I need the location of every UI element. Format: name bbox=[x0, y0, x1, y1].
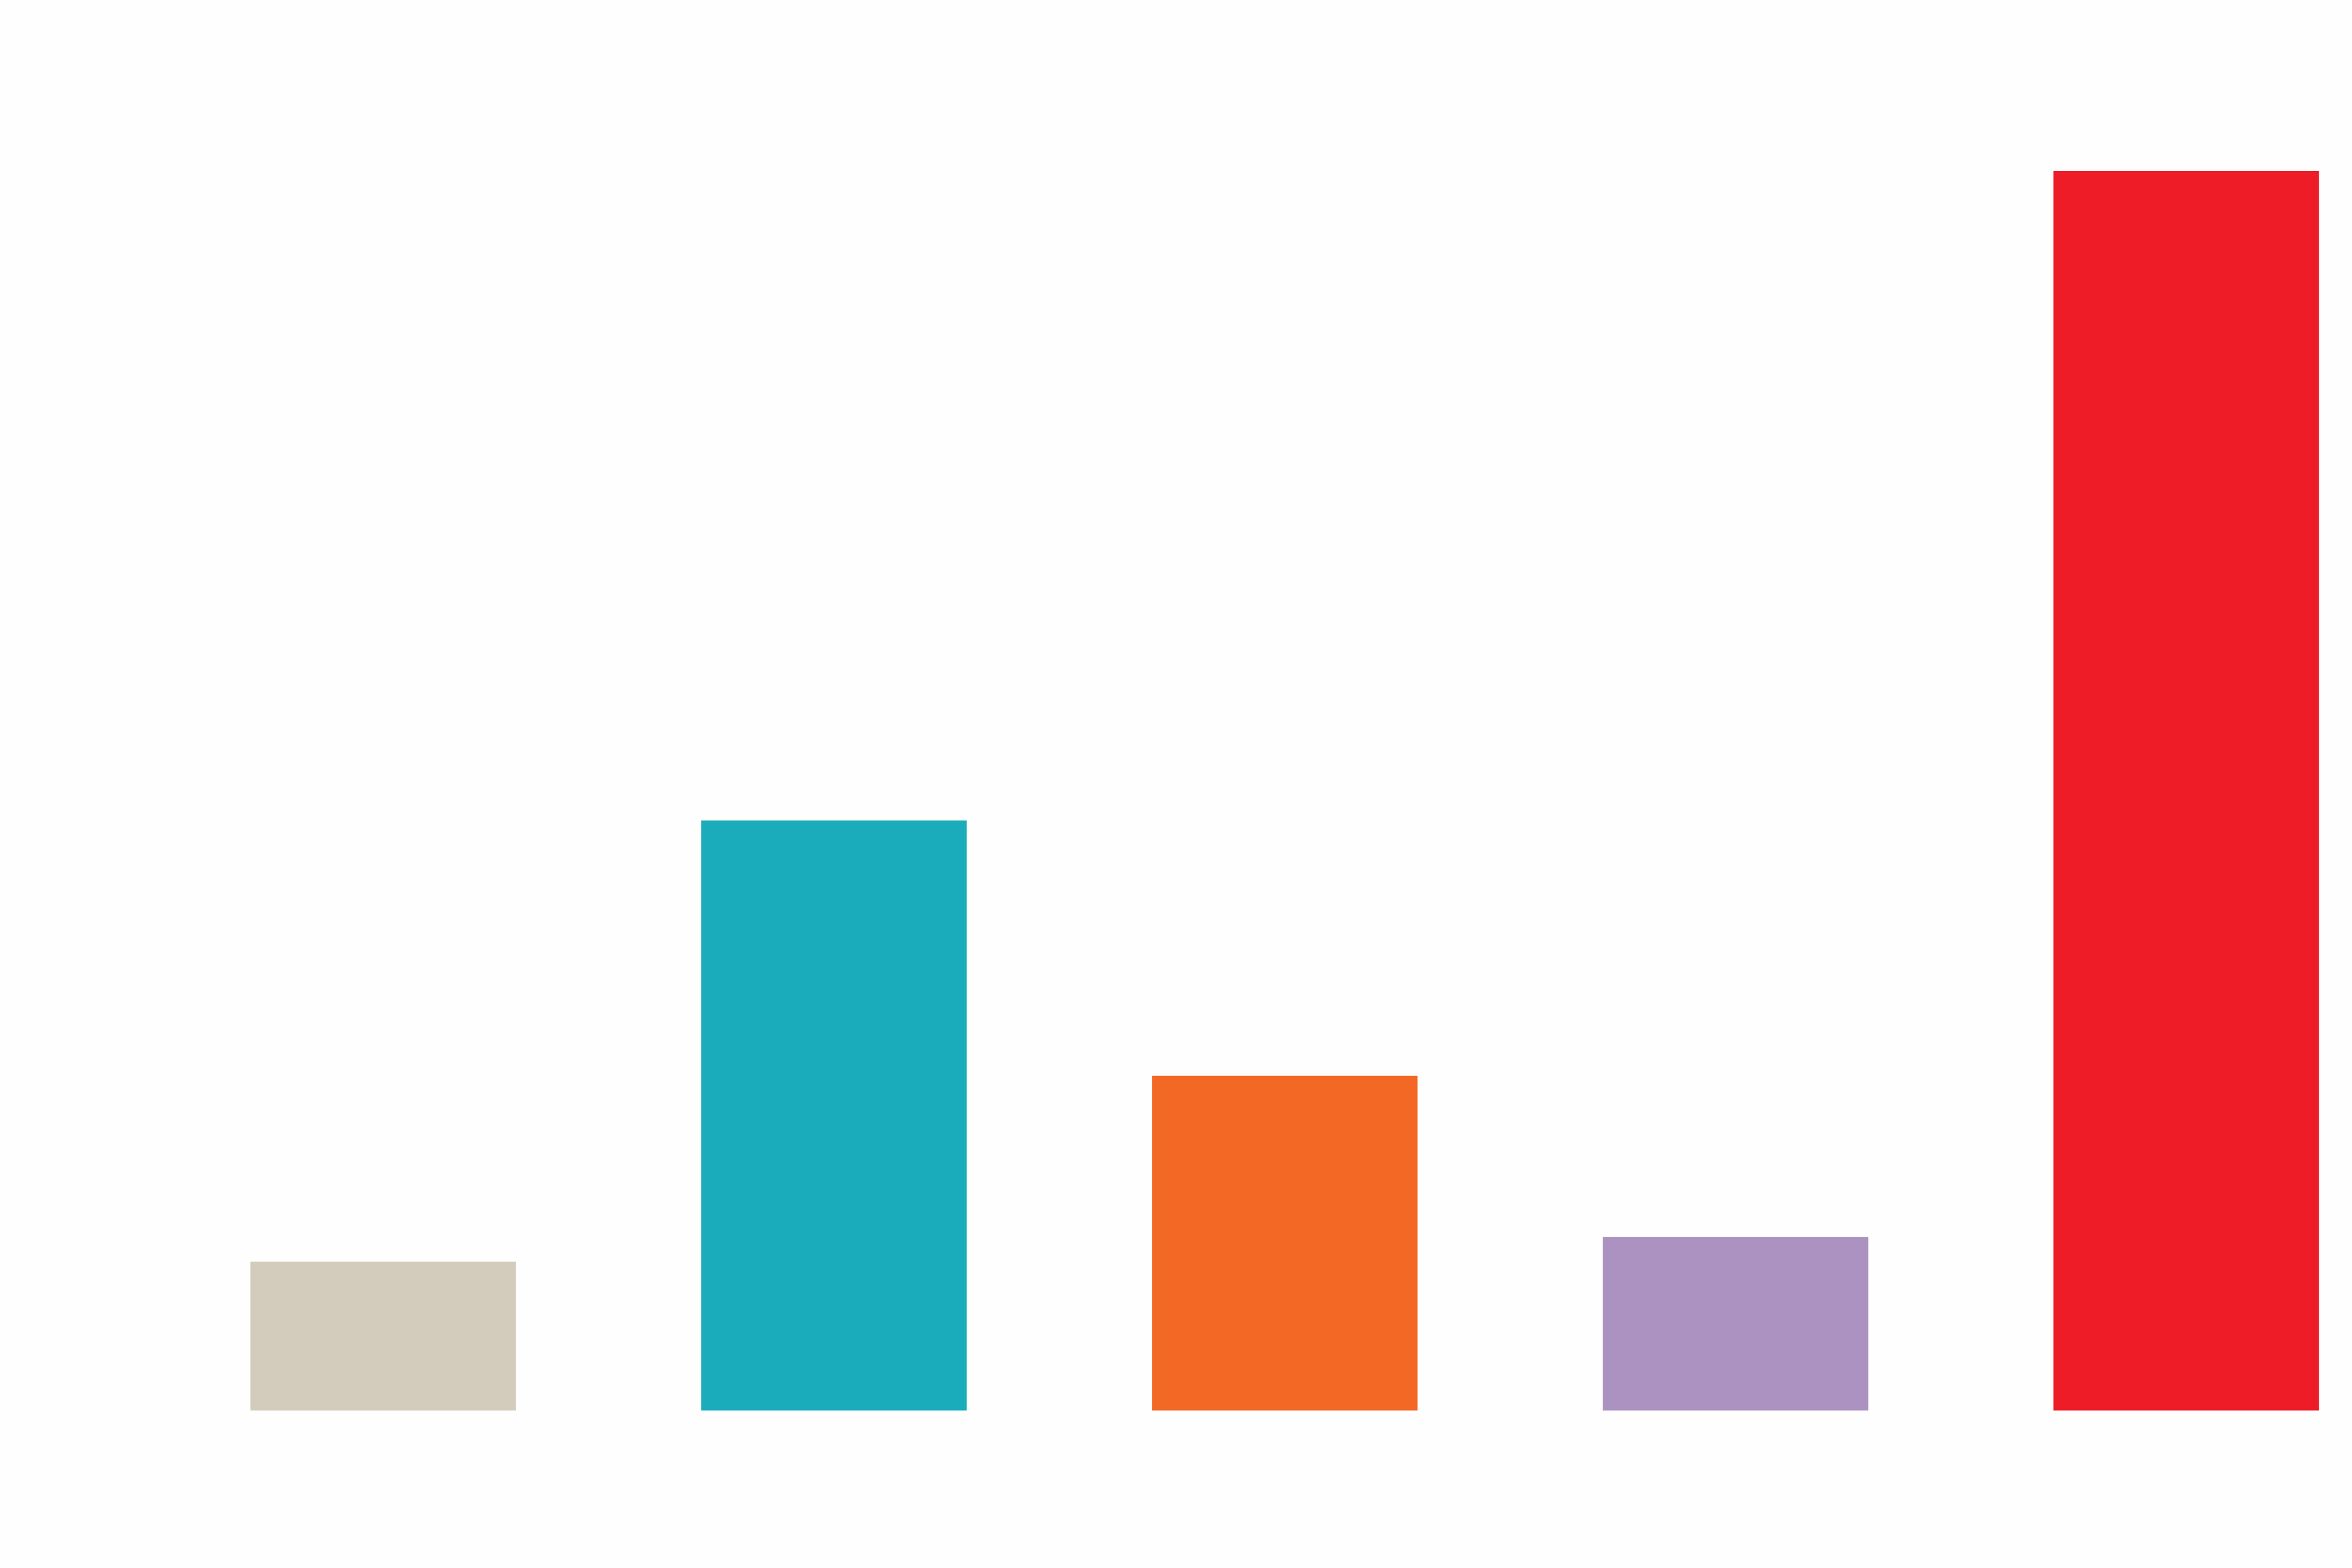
bar-4 bbox=[1603, 1237, 1869, 1411]
bar-5 bbox=[2053, 171, 2319, 1411]
bar-3 bbox=[1152, 1075, 1418, 1411]
bar-1 bbox=[250, 1261, 516, 1411]
bars bbox=[250, 171, 2319, 1411]
bar-2 bbox=[701, 820, 967, 1411]
